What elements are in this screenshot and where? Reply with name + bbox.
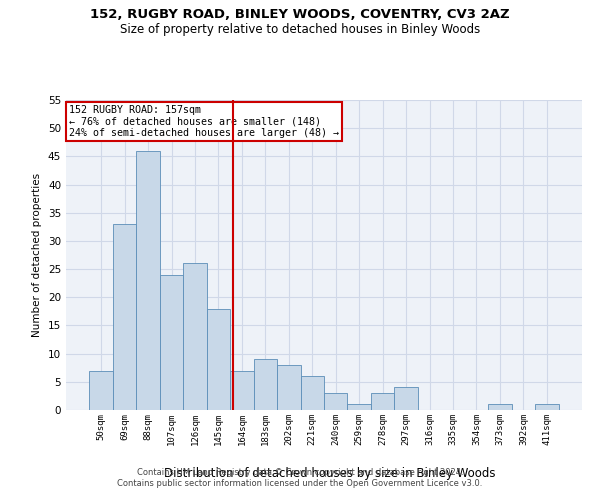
Bar [160, 274, 183, 410]
Bar [113, 224, 136, 410]
Text: Distribution of detached houses by size in Binley Woods: Distribution of detached houses by size … [164, 467, 496, 480]
Bar [89, 370, 113, 410]
Bar [394, 388, 418, 410]
Bar [371, 393, 394, 410]
Bar [324, 393, 347, 410]
Text: 152 RUGBY ROAD: 157sqm
← 76% of detached houses are smaller (148)
24% of semi-de: 152 RUGBY ROAD: 157sqm ← 76% of detached… [68, 104, 338, 138]
Text: 152, RUGBY ROAD, BINLEY WOODS, COVENTRY, CV3 2AZ: 152, RUGBY ROAD, BINLEY WOODS, COVENTRY,… [90, 8, 510, 20]
Bar [254, 360, 277, 410]
Bar [488, 404, 512, 410]
Bar [230, 370, 254, 410]
Bar [183, 264, 207, 410]
Bar [301, 376, 324, 410]
Bar [207, 308, 230, 410]
Bar [277, 365, 301, 410]
Bar [347, 404, 371, 410]
Y-axis label: Number of detached properties: Number of detached properties [32, 173, 43, 337]
Bar [535, 404, 559, 410]
Text: Contains HM Land Registry data © Crown copyright and database right 2024.
Contai: Contains HM Land Registry data © Crown c… [118, 468, 482, 487]
Text: Size of property relative to detached houses in Binley Woods: Size of property relative to detached ho… [120, 22, 480, 36]
Bar [136, 150, 160, 410]
